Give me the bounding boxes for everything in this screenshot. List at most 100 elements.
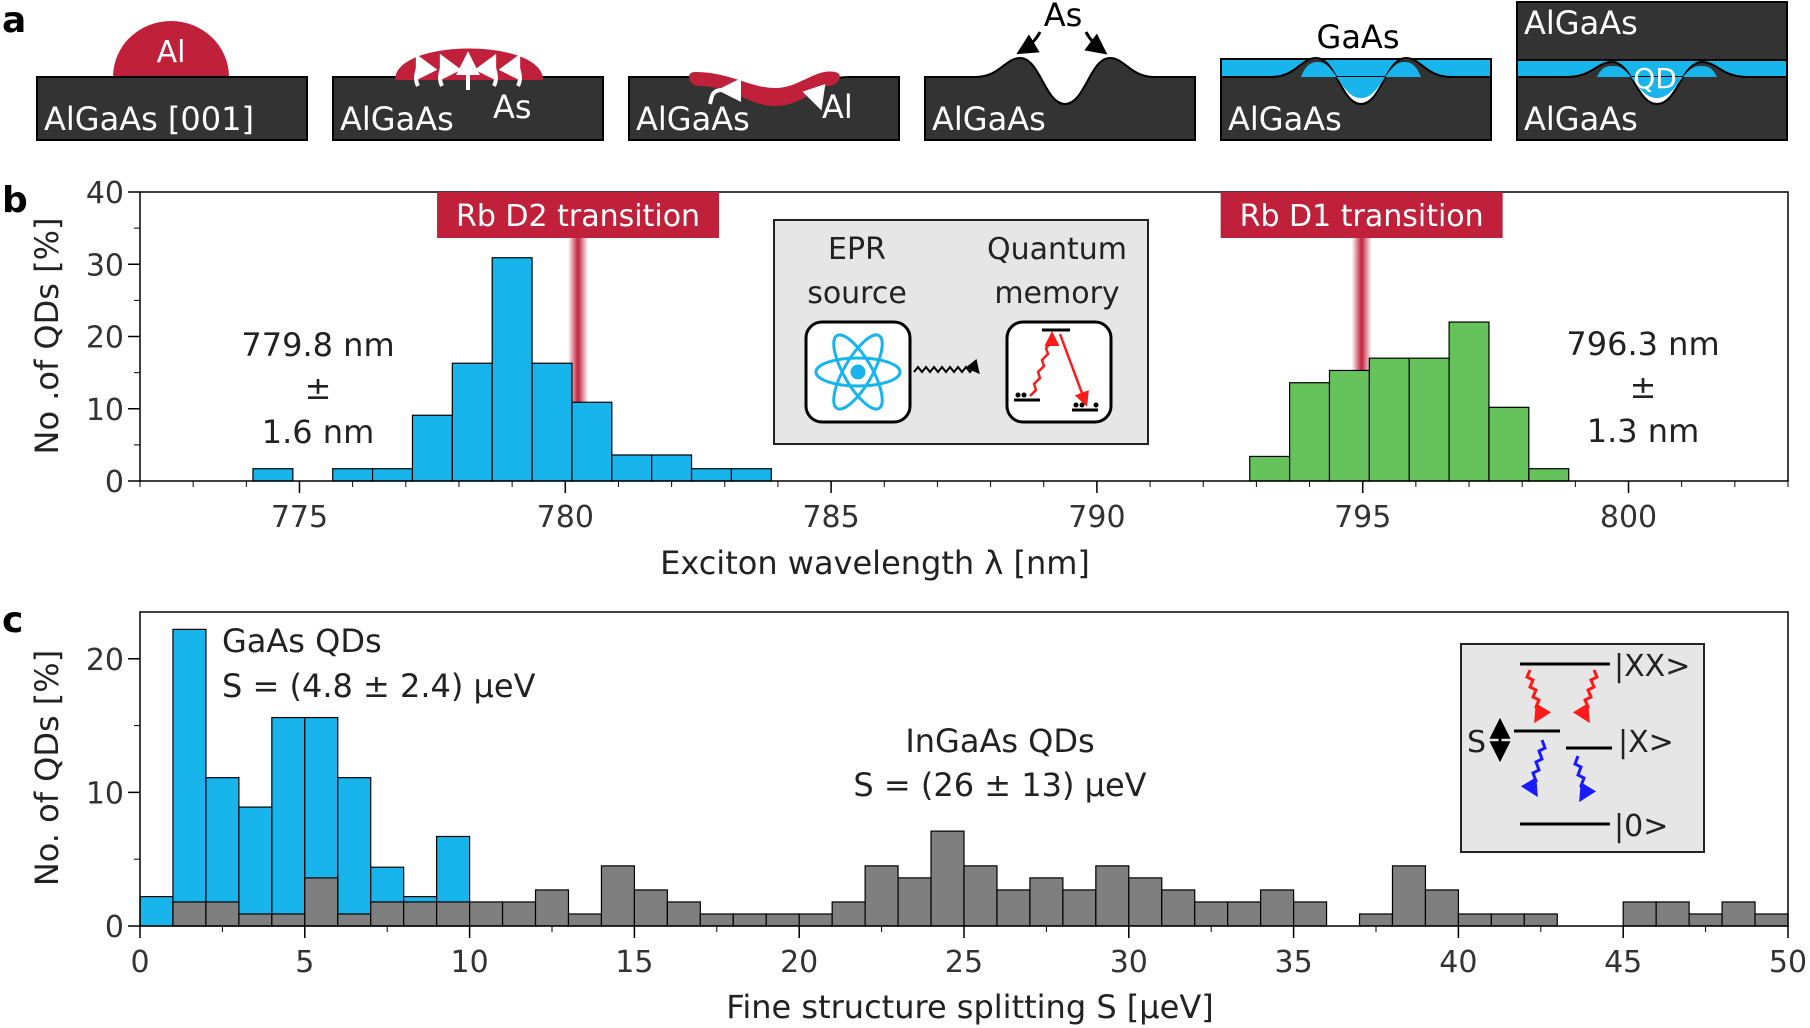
bar <box>436 901 471 927</box>
step-5: GaAs AlGaAs <box>1220 18 1492 141</box>
panel-b-label: b <box>2 180 28 221</box>
bar <box>611 454 653 482</box>
bar <box>1368 357 1410 482</box>
substrate-4-label: AlGaAs <box>932 100 1046 138</box>
bar <box>1622 901 1657 927</box>
annotation-line: ± <box>305 369 332 407</box>
bar <box>1528 468 1570 482</box>
gaas-layer <box>1220 58 1492 78</box>
step-5-label: GaAs <box>1317 18 1400 56</box>
bar <box>1490 913 1525 927</box>
x-to-0-photon <box>1520 739 1547 798</box>
annotation-line: 779.8 nm <box>241 326 394 364</box>
bar <box>403 901 438 927</box>
bar <box>831 901 866 927</box>
bar <box>1391 865 1427 927</box>
panel-b: b 775 780 785 790 795 800 0 10 20 30 40 Rb D2 tran… <box>2 176 1789 582</box>
level-x-label: |X> <box>1618 725 1674 760</box>
bar <box>1408 357 1450 482</box>
bar <box>864 865 899 927</box>
x-tick-label: 790 <box>1068 500 1125 535</box>
transition-label: Rb D1 transition <box>1240 199 1484 234</box>
annotation-line: ± <box>1630 368 1657 406</box>
bar <box>600 865 636 927</box>
x-tick-label: 775 <box>271 500 328 535</box>
inset-label: memory <box>994 276 1119 311</box>
substrate-6-label: AlGaAs <box>1524 100 1638 138</box>
x-tick-label: 30 <box>1110 945 1148 980</box>
panel-b-bars <box>252 257 1570 482</box>
ingaas-annotation-value: S = (26 ± 13) μeV <box>853 766 1146 804</box>
bar <box>567 913 603 927</box>
bar <box>1227 901 1262 927</box>
bar <box>205 901 240 927</box>
bar <box>238 806 273 927</box>
bar <box>1194 901 1229 927</box>
bar <box>996 889 1031 927</box>
aluminium-arrows <box>708 77 826 111</box>
x-tick-label: 50 <box>1769 945 1807 980</box>
y-tick-label: 20 <box>86 321 124 356</box>
y-tick-label: 0 <box>105 465 124 500</box>
bar <box>411 414 453 482</box>
panel-c-ticks: 0 5 10 15 20 25 30 35 40 45 50 0 10 20 <box>86 643 1807 980</box>
gaas-annotation-value: S = (4.8 ± 2.4) μeV <box>222 667 536 705</box>
bar <box>534 889 570 927</box>
bar <box>571 401 613 482</box>
bar <box>172 628 207 927</box>
aluminium-droplet <box>113 21 229 77</box>
x-to-0-photon <box>1573 755 1597 803</box>
step-1-label: Al <box>157 35 186 70</box>
bar <box>1328 369 1370 482</box>
bar <box>651 454 693 482</box>
y-tick-label: 40 <box>86 176 124 211</box>
step-2-label: As <box>493 88 532 126</box>
bar <box>1721 901 1756 927</box>
annotation-line: 1.6 nm <box>262 413 375 451</box>
inset-label: source <box>807 276 907 311</box>
bar <box>304 877 339 927</box>
bar <box>205 777 240 927</box>
bar <box>1095 865 1130 927</box>
x-tick-label: 35 <box>1275 945 1313 980</box>
substrate-6 <box>1516 60 1788 141</box>
bar <box>1062 889 1097 927</box>
panel-a-label: a <box>2 0 26 41</box>
x-tick-label: 800 <box>1600 500 1657 535</box>
bar <box>1688 913 1723 927</box>
step-4: As AlGaAs <box>924 0 1196 141</box>
x-tick-label: 15 <box>615 945 653 980</box>
capping-label: AlGaAs <box>1524 4 1638 42</box>
ingaas-annotation-title: InGaAs QDs <box>905 722 1094 760</box>
bar <box>1358 913 1394 927</box>
bar <box>172 901 207 927</box>
bar <box>765 913 800 927</box>
substrate-3-label: AlGaAs <box>636 100 750 138</box>
annotation-line: 796.3 nm <box>1566 325 1719 363</box>
x-tick-label: 10 <box>451 945 489 980</box>
bar <box>337 777 372 927</box>
bar <box>1289 382 1331 482</box>
step-1: Al AlGaAs [001] <box>36 21 308 141</box>
bar <box>337 913 372 927</box>
y-tick-label: 20 <box>86 643 124 678</box>
bar <box>1249 455 1291 482</box>
bar <box>1424 889 1459 927</box>
bar <box>1457 913 1492 927</box>
bar <box>897 877 932 927</box>
panel-a: a Al AlGaAs [001] AlGaAs As <box>2 0 1788 141</box>
bar <box>1260 889 1295 927</box>
y-tick-label: 0 <box>105 910 124 945</box>
quantum-dot <box>1597 66 1717 98</box>
step-4-label: As <box>1044 0 1083 34</box>
gaas-fill <box>1301 62 1421 98</box>
bar <box>469 901 504 927</box>
panel-b-inset: EPR source Quantum memory <box>773 219 1149 445</box>
bar <box>271 716 306 927</box>
substrate-1-label: AlGaAs [001] <box>44 100 254 138</box>
level-0-label: |0> <box>1614 809 1668 844</box>
bar <box>690 468 733 482</box>
bar <box>1523 913 1558 927</box>
annotation-line: 1.3 nm <box>1587 412 1700 450</box>
